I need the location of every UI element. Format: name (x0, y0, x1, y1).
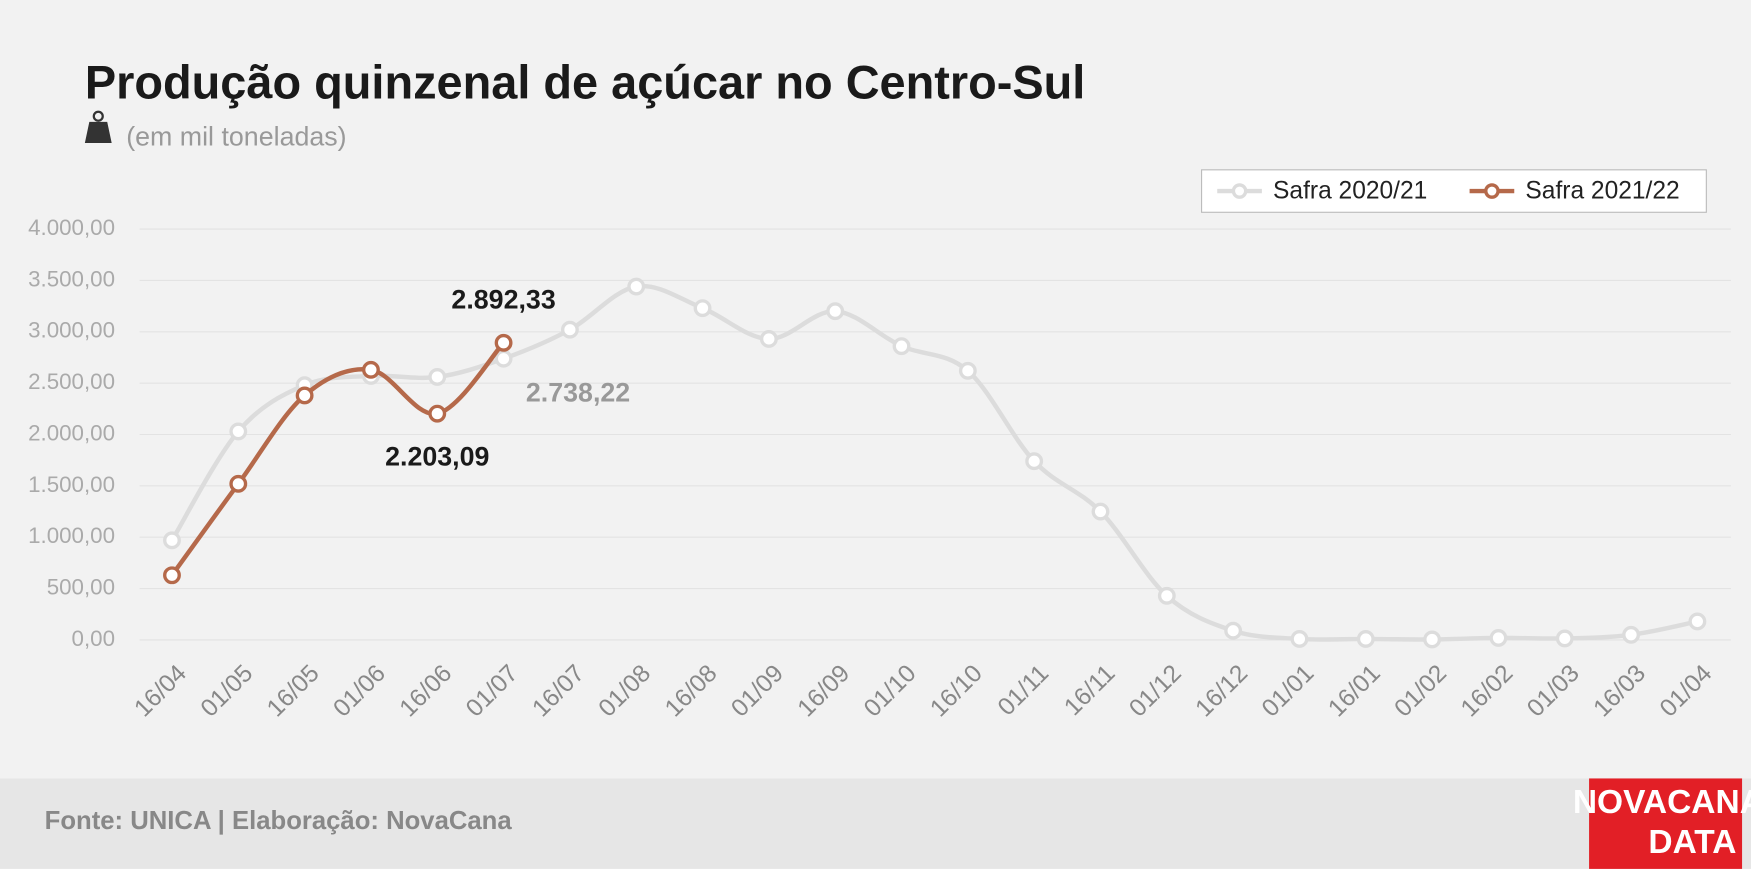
data-label: 2.738,22 (526, 377, 630, 407)
point (693, 299, 712, 318)
point (163, 531, 181, 550)
chart-title: Produção quinzenal de açúcar no Centro-S… (85, 56, 1085, 108)
point (1356, 630, 1375, 648)
series-line (170, 341, 506, 577)
point (1688, 612, 1707, 631)
point (1622, 625, 1641, 644)
point (494, 349, 513, 368)
point (1489, 628, 1508, 647)
point (1224, 621, 1243, 640)
point (1157, 586, 1176, 605)
point (627, 277, 646, 296)
point (759, 330, 778, 348)
logo-text: DATA (1648, 824, 1736, 861)
point (295, 386, 314, 405)
point (494, 333, 513, 352)
legend-label: Safra 2020/21 (1273, 178, 1427, 205)
point (1555, 629, 1574, 648)
chart-subtitle: (em mil toneladas) (126, 122, 346, 152)
point (560, 320, 579, 339)
y-tick-label: 2.000,00 (28, 420, 115, 445)
point (958, 361, 977, 380)
point (1290, 630, 1309, 648)
point (1025, 452, 1044, 471)
point (1423, 630, 1442, 649)
y-tick-label: 3.500,00 (28, 266, 115, 291)
y-tick-label: 4.000,00 (28, 215, 115, 240)
legend-label: Safra 2021/22 (1525, 178, 1679, 205)
y-tick-label: 1.000,00 (28, 523, 115, 548)
point (229, 422, 248, 441)
point (163, 566, 181, 585)
source: Fonte: UNICA | Elaboração: NovaCana (45, 807, 513, 835)
legend (1201, 169, 1707, 213)
point (229, 474, 248, 493)
logo (1589, 778, 1743, 869)
point (892, 337, 911, 356)
y-tick-label: 0,00 (72, 626, 115, 651)
point (362, 360, 380, 379)
point (428, 368, 447, 386)
footer (0, 778, 1751, 869)
point (826, 302, 845, 321)
logo-text: NOVACANA (1573, 784, 1751, 821)
legend-swatch (1231, 183, 1248, 199)
data-label: 2.203,09 (385, 441, 489, 471)
point (428, 404, 447, 423)
point (1091, 502, 1110, 521)
y-tick-label: 500,00 (47, 575, 115, 600)
y-tick-label: 1.500,00 (28, 472, 115, 497)
legend-swatch (1484, 183, 1500, 199)
y-tick-label: 3.000,00 (28, 318, 115, 343)
y-tick-label: 2.500,00 (28, 369, 115, 394)
data-label: 2.892,33 (451, 285, 555, 315)
weight-icon (84, 110, 112, 144)
